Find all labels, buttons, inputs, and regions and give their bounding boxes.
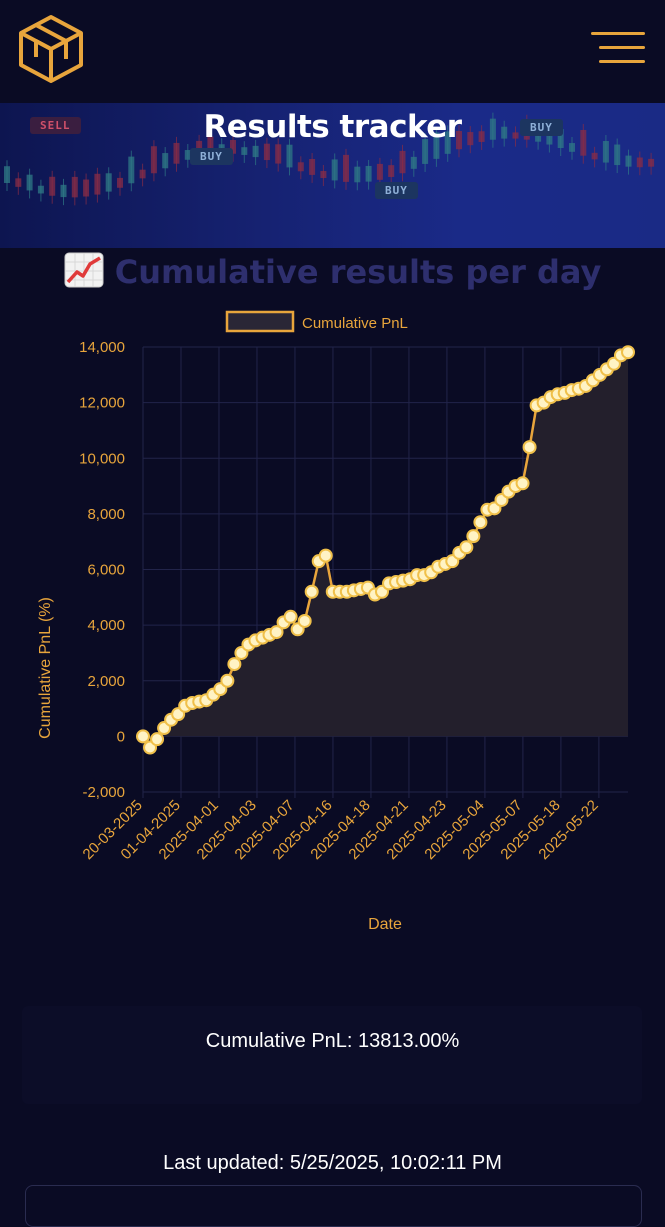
cube-logo-icon[interactable] (18, 14, 84, 84)
x-axis-ticks: 20-03-202501-04-20252025-04-012025-04-03… (80, 797, 602, 863)
last-updated-text: Last updated: 5/25/2025, 10:02:11 PM (163, 1152, 502, 1174)
data-point[interactable] (304, 584, 319, 599)
x-axis-label: Date (368, 916, 402, 933)
legend-swatch[interactable] (225, 310, 295, 333)
legend-label[interactable]: Cumulative PnL (302, 315, 408, 332)
sell-tag: SELL (30, 117, 81, 134)
page-title: Results tracker (203, 109, 462, 145)
y-tick-label: 4,000 (87, 617, 125, 634)
y-tick-label: -2,000 (82, 784, 125, 801)
data-point[interactable] (621, 345, 635, 360)
data-point[interactable] (522, 440, 537, 455)
data-point[interactable] (220, 673, 235, 688)
data-point[interactable] (269, 625, 284, 640)
y-tick-label: 14,000 (79, 339, 125, 356)
chart-section-title: Cumulative results per day (0, 252, 665, 291)
data-point[interactable] (283, 609, 298, 624)
data-point[interactable] (473, 515, 488, 530)
chart-title-text: Cumulative results per day (114, 253, 602, 291)
data-point[interactable] (150, 732, 165, 747)
data-point[interactable] (318, 548, 333, 563)
bottom-card (25, 1185, 642, 1227)
y-tick-label: 2,000 (87, 673, 125, 690)
series-area (143, 352, 628, 748)
chart-increasing-icon (64, 252, 104, 288)
data-point[interactable] (466, 529, 481, 544)
buy-tag: BUY (190, 148, 233, 165)
data-point[interactable] (297, 613, 312, 628)
y-tick-label: 10,000 (79, 450, 125, 467)
cumulative-pnl-chart: -2,000 0 2,000 4,000 6,000 8,000 10,000 12,000 1… (37, 310, 635, 933)
hamburger-menu-icon[interactable] (591, 32, 645, 68)
candlestick-background (4, 112, 655, 206)
y-tick-label: 6,000 (87, 562, 125, 579)
series-points (136, 345, 635, 755)
summary-card (22, 1006, 642, 1104)
data-point[interactable] (136, 729, 150, 744)
y-tick-label: 8,000 (87, 506, 125, 523)
buy-tag: BUY (375, 182, 418, 199)
chart-legend[interactable]: Cumulative PnL (225, 310, 408, 333)
y-tick-label: 0 (117, 728, 125, 745)
data-point[interactable] (227, 657, 242, 672)
page-banner: SELL BUY BUY BUY Results tracker (0, 103, 665, 248)
top-bar (0, 0, 665, 103)
cumulative-pnl-summary: Cumulative PnL: 13813.00% (205, 1030, 460, 1052)
y-axis-ticks: -2,000 0 2,000 4,000 6,000 8,000 10,000 12,000 1… (79, 339, 125, 801)
buy-tag: BUY (520, 119, 563, 136)
data-point[interactable] (459, 540, 474, 555)
data-point[interactable] (515, 476, 530, 491)
y-axis-label: Cumulative PnL (%) (37, 597, 54, 739)
y-tick-label: 12,000 (79, 395, 125, 412)
